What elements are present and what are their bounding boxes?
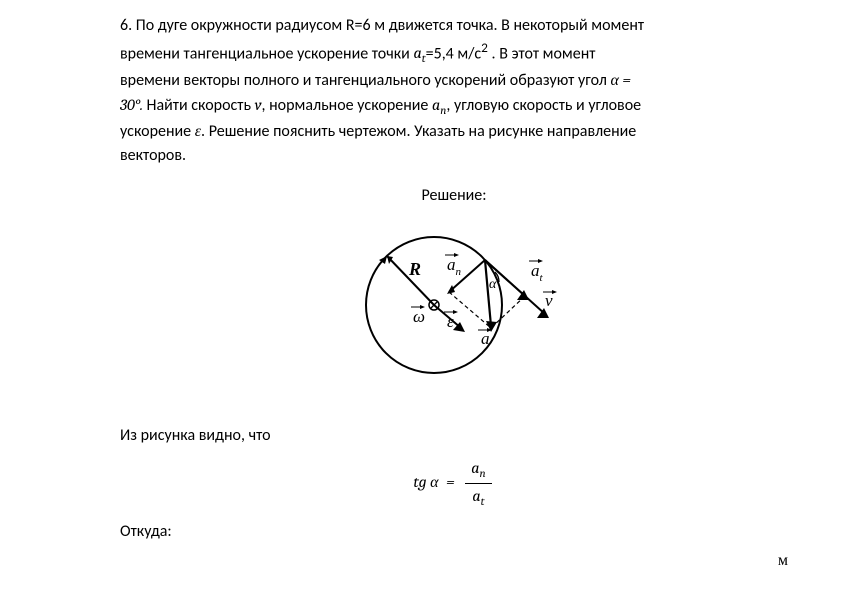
problem-line1: По дуге окружности радиусом R=6 м движет…: [136, 16, 644, 35]
an-arrowhead: [447, 285, 455, 294]
problem-line2b: =5,4 м/с: [426, 44, 482, 63]
problem-statement: 6. По дуге окружности радиусом R=6 м дви…: [120, 14, 788, 168]
alpha-eq: α =: [611, 71, 631, 89]
problem-line3a: времени векторы полного и тангенциальног…: [120, 71, 611, 90]
problem-number: 6.: [120, 16, 132, 35]
num-sub: n: [480, 467, 486, 480]
problem-line5b: . Решение пояснить чертежом. Указать на …: [201, 122, 636, 141]
trailing-unit: м: [120, 548, 788, 572]
label-eps: ε: [447, 312, 454, 331]
solution-header: Решение:: [120, 184, 788, 208]
problem-line2a: времени тангенциальное ускорение точки: [120, 44, 413, 63]
problem-line4b: Найти скорость: [147, 96, 255, 115]
problem-line2c: . В этот момент: [488, 44, 596, 63]
fraction: an at: [465, 456, 491, 510]
den-a: a: [472, 487, 480, 505]
sq-sup: 2: [481, 39, 488, 56]
v-symbol: v: [255, 96, 262, 114]
label-an: an: [447, 255, 462, 278]
label-R: R: [408, 259, 421, 279]
at-symbol: a: [413, 44, 421, 62]
num-a: a: [471, 459, 479, 477]
label-omega: ω: [413, 307, 425, 326]
formula-tgalpha: tg α = an at: [120, 456, 788, 510]
circle-diagram: R an at v a ω ε α: [120, 220, 788, 408]
problem-line4d: , угловую скорость и угловое: [446, 96, 641, 115]
label-a: a: [481, 329, 490, 348]
problem-line5a: ускорение: [120, 122, 195, 141]
solution-intro: Из рисунка видно, что: [120, 424, 788, 448]
tg-alpha: tg α: [413, 473, 438, 491]
problem-line4c: , нормальное ускорение: [262, 96, 432, 115]
label-v: v: [545, 291, 553, 310]
an-symbol: a: [432, 96, 440, 114]
diagram-svg: R an at v a ω ε α: [339, 220, 569, 400]
problem-line4a: 30°.: [120, 96, 147, 114]
label-alpha: α: [489, 277, 497, 292]
eq-sign: =: [446, 473, 455, 491]
a-vector-line: [485, 260, 491, 326]
label-at: at: [531, 261, 544, 284]
den-sub: t: [481, 495, 485, 508]
problem-line6: векторов.: [120, 146, 186, 165]
whence-text: Откуда:: [120, 520, 788, 544]
